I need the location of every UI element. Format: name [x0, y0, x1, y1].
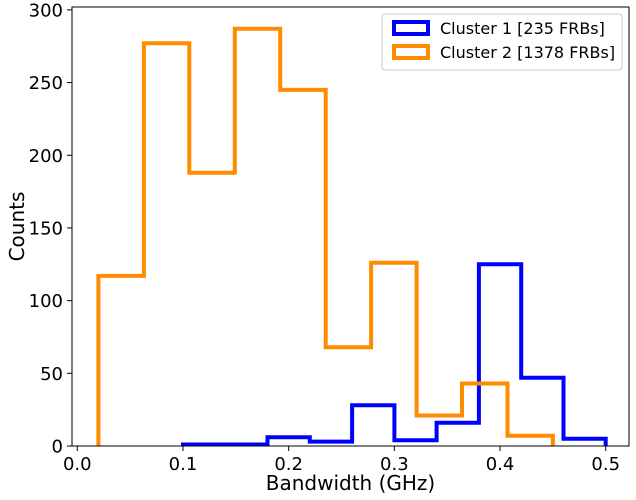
series-2-bin-5 [326, 347, 371, 446]
series-2-step-outline [96, 26, 555, 446]
series-2-bin-6 [371, 263, 416, 446]
legend: Cluster 1 [235 FRBs] Cluster 2 [1378 FRB… [381, 13, 623, 71]
legend-swatch-cluster-2 [392, 44, 430, 60]
legend-box [381, 13, 623, 71]
y-axis-ticks: 0 50 100 150 200 250 300 [29, 0, 72, 458]
x-tick-label: 0.3 [380, 454, 409, 475]
series-2-bin-8 [462, 384, 507, 447]
legend-label-cluster-1: Cluster 1 [235 FRBs] [440, 19, 605, 38]
x-tick-label: 0.4 [486, 454, 515, 475]
x-tick-label: 0.2 [274, 454, 303, 475]
axes-frame [71, 6, 630, 447]
series-2-bin-2 [189, 173, 234, 446]
x-axis-title: Bandwidth (GHz) [266, 471, 435, 495]
series-2-bin-3 [235, 29, 280, 446]
x-tick-label: 0.1 [169, 454, 198, 475]
series-2-bin-0 [98, 276, 143, 446]
series-1-bin-9 [564, 439, 606, 446]
legend-swatch-cluster-1 [392, 20, 430, 36]
y-tick-label: 300 [29, 0, 63, 21]
series-2-bin-1 [144, 43, 189, 446]
y-tick-label: 250 [29, 73, 63, 94]
series-2-bin-9 [508, 436, 553, 446]
y-tick-label: 200 [29, 146, 63, 167]
y-tick-label: 0 [52, 437, 63, 458]
x-tick-label: 0.0 [63, 454, 92, 475]
y-tick-label: 100 [29, 291, 63, 312]
series-2-bin-4 [280, 90, 325, 446]
series-2-bin-7 [417, 416, 462, 447]
y-axis-title: Counts [5, 192, 29, 262]
x-axis-ticks: 0.0 0.1 0.2 0.3 0.4 0.5 [63, 446, 620, 475]
x-tick-label: 0.5 [591, 454, 620, 475]
y-tick-label: 50 [40, 364, 63, 385]
series-1-step-outline [181, 262, 608, 447]
series-layer [96, 26, 608, 447]
y-tick-label: 150 [29, 218, 63, 239]
legend-label-cluster-2: Cluster 2 [1378 FRBs] [440, 43, 615, 62]
